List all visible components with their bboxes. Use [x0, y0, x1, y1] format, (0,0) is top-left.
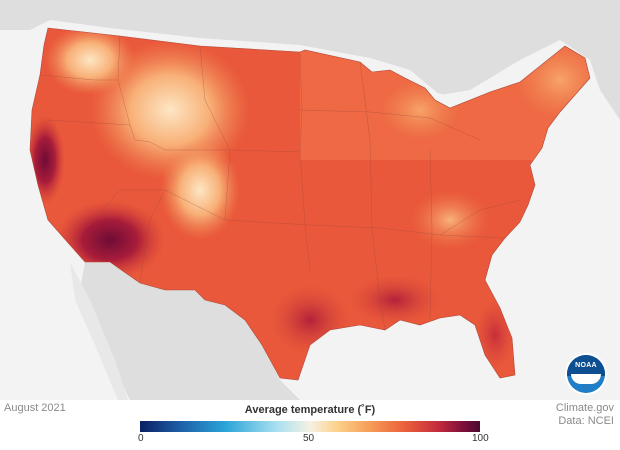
- map-canvas: [0, 0, 620, 400]
- date-label: August 2021: [4, 402, 66, 414]
- legend-title: Average temperature (˚F): [244, 404, 376, 416]
- noaa-logo-text: NOAA: [567, 355, 605, 376]
- noaa-logo-icon: NOAA: [567, 355, 605, 393]
- site-credit: Climate.gov: [555, 402, 614, 414]
- temperature-map: [0, 0, 620, 400]
- legend-tick-100: 100: [472, 433, 489, 444]
- neighbor-land: [0, 0, 620, 400]
- source-credit: Data: NCEI: [558, 415, 614, 427]
- map-footer: August 2021 Average temperature (˚F) 0 5…: [0, 400, 620, 450]
- legend-tick-0: 0: [138, 433, 144, 444]
- state-borders: [39, 35, 521, 331]
- noaa-wave-shape: [571, 374, 601, 384]
- us-outline: [29, 27, 591, 381]
- legend-color-bar: [140, 421, 480, 432]
- legend-tick-50: 50: [303, 433, 315, 444]
